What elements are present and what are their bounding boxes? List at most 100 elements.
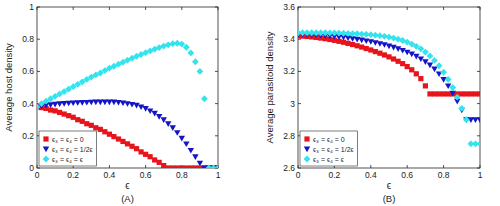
y-tick (477, 168, 480, 169)
data-point (431, 67, 437, 73)
series (298, 32, 480, 123)
data-point (409, 67, 414, 72)
data-point (432, 91, 437, 96)
data-point (197, 161, 203, 167)
data-point (179, 136, 185, 142)
y-tick (37, 168, 40, 169)
data-point (372, 40, 378, 46)
y-tick-label: 3.2 (283, 66, 295, 76)
data-point (170, 165, 175, 168)
marks (37, 40, 218, 168)
y-tick (215, 103, 218, 104)
data-point (350, 42, 355, 47)
y-tick (298, 71, 301, 72)
legend-label: ϵ₃ = ϵ₄ = ϵ (52, 156, 83, 163)
data-point (66, 113, 71, 118)
series (298, 33, 480, 96)
x-tick (480, 7, 481, 10)
x-tick-label: 0.6 (140, 170, 152, 180)
data-point (80, 119, 85, 124)
x-tick (334, 7, 335, 10)
data-point (364, 46, 369, 51)
y-tick-label: 3 (290, 99, 295, 109)
data-point (359, 44, 364, 49)
data-point (377, 41, 383, 47)
data-point (468, 91, 473, 96)
data-point (107, 132, 112, 137)
data-point (102, 129, 107, 134)
x-tick-label: 1 (216, 170, 221, 180)
data-point (192, 154, 198, 160)
legend-marker (304, 136, 309, 141)
data-point (373, 49, 378, 54)
x-tick (443, 7, 444, 10)
legend: ϵ₃ = ϵ₄ = 0ϵ₃ = ϵ₄ = 1/2ϵϵ₃ = ϵ₄ = ϵ (300, 131, 358, 166)
data-point (138, 149, 143, 154)
data-point (184, 165, 189, 168)
y-tick-label: 0.6 (22, 66, 34, 76)
plot-frame (37, 7, 218, 168)
x-tick-label: 0 (296, 170, 301, 180)
data-point (427, 53, 434, 60)
data-point (187, 49, 194, 56)
data-point (368, 39, 374, 45)
marks (298, 29, 480, 147)
x-tick-label: 0.4 (365, 170, 377, 180)
panel-title: (B) (383, 193, 396, 204)
data-point (396, 59, 401, 64)
data-point (477, 140, 480, 147)
data-point (377, 51, 382, 56)
legend-label: ϵ₃ = ϵ₄ = 1/2ϵ (313, 146, 354, 153)
data-point (445, 76, 452, 83)
x-tick-label: 0.8 (176, 170, 188, 180)
y-tick (298, 168, 301, 169)
data-point (161, 163, 166, 168)
y-axis-label: Average parasitoid density (264, 31, 275, 143)
data-point (111, 134, 116, 139)
data-point (120, 139, 125, 144)
data-point (48, 107, 53, 112)
series (37, 104, 218, 168)
x-tick (109, 7, 110, 10)
data-point (157, 160, 162, 165)
x-tick-label: 0.2 (328, 170, 340, 180)
data-point (166, 165, 171, 168)
data-point (62, 111, 67, 116)
data-point (143, 152, 148, 157)
x-tick (407, 7, 408, 10)
data-point (473, 91, 478, 96)
y-tick (215, 39, 218, 40)
x-tick-label: 0.8 (438, 170, 450, 180)
data-point (446, 91, 451, 96)
data-point (414, 71, 419, 76)
data-point (152, 157, 157, 162)
data-point (368, 47, 373, 52)
x-tick (443, 165, 444, 168)
legend-marker (43, 156, 50, 163)
legend-marker (43, 136, 48, 141)
data-point (215, 165, 218, 168)
y-tick (477, 7, 480, 8)
data-point (57, 110, 62, 115)
data-point (93, 125, 98, 130)
legend-box (39, 131, 97, 166)
data-point (450, 91, 455, 96)
y-tick (298, 7, 301, 8)
x-tick (145, 165, 146, 168)
plot-frame (298, 7, 480, 168)
data-point (463, 116, 470, 123)
data-point (418, 76, 423, 81)
data-point (89, 123, 94, 128)
panel: 00.20.40.60.8100.20.40.60.81ϵAverage hos… (3, 2, 221, 204)
x-tick (480, 165, 481, 168)
data-point (400, 61, 405, 66)
x-tick (370, 165, 371, 168)
legend-label: ϵ₃ = ϵ₄ = ϵ (313, 156, 344, 163)
data-point (125, 141, 130, 146)
data-point (440, 69, 447, 76)
x-tick-label: 0.4 (103, 170, 115, 180)
data-point (75, 117, 80, 122)
x-tick (181, 7, 182, 10)
data-point (418, 56, 424, 62)
data-point (129, 144, 134, 149)
